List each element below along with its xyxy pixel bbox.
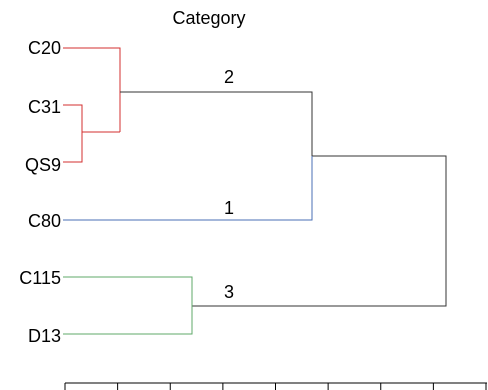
branch-link-2	[120, 91, 313, 156]
branch-c80	[63, 156, 313, 221]
cluster-label-1: 1	[224, 198, 234, 218]
bottom-axis	[64, 382, 487, 390]
cluster-green	[63, 276, 193, 335]
leaf-label-qs9: QS9	[25, 155, 61, 175]
chart-title: Category	[172, 8, 245, 28]
branch-link-root	[192, 155, 447, 307]
leaf-label-c31: C31	[28, 97, 61, 117]
cluster-links	[120, 91, 447, 307]
branch-c115-d13	[63, 276, 193, 335]
cluster-label-2: 2	[224, 67, 234, 87]
cluster-red	[63, 47, 121, 163]
cluster-label-3: 3	[224, 282, 234, 302]
leaf-label-c80: C80	[28, 211, 61, 231]
branch-c20	[63, 47, 121, 132]
leaf-label-c115: C115	[19, 268, 61, 288]
leaf-label-d13: D13	[28, 326, 61, 346]
cluster-blue	[63, 156, 313, 221]
leaf-label-c20: C20	[28, 38, 61, 58]
branch-c31	[63, 104, 83, 163]
